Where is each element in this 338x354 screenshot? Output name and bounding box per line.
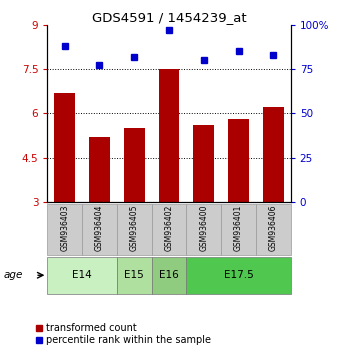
Bar	[47, 204, 82, 255]
Text: E15: E15	[124, 270, 144, 280]
Text: GSM936406: GSM936406	[269, 205, 278, 251]
Bar	[186, 204, 221, 255]
Text: E14: E14	[72, 270, 92, 280]
Text: GSM936403: GSM936403	[60, 205, 69, 251]
Text: age: age	[3, 270, 23, 280]
Text: E17.5: E17.5	[224, 270, 254, 280]
Text: GSM936400: GSM936400	[199, 205, 208, 251]
Bar	[54, 93, 75, 202]
Bar	[47, 257, 117, 294]
Bar	[263, 107, 284, 202]
Bar	[89, 137, 110, 202]
Bar	[82, 204, 117, 255]
Bar	[117, 257, 152, 294]
Bar	[117, 204, 152, 255]
Bar	[256, 204, 291, 255]
Bar	[152, 257, 186, 294]
Bar	[152, 204, 186, 255]
Bar	[221, 204, 256, 255]
Bar	[159, 69, 179, 202]
Text: GSM936402: GSM936402	[165, 205, 173, 251]
Text: GSM936405: GSM936405	[130, 205, 139, 251]
Text: GSM936401: GSM936401	[234, 205, 243, 251]
Bar	[124, 128, 145, 202]
Title: GDS4591 / 1454239_at: GDS4591 / 1454239_at	[92, 11, 246, 24]
Bar	[193, 125, 214, 202]
Legend: transformed count, percentile rank within the sample: transformed count, percentile rank withi…	[32, 319, 215, 349]
Bar	[228, 119, 249, 202]
Text: E16: E16	[159, 270, 179, 280]
Bar	[186, 257, 291, 294]
Text: GSM936404: GSM936404	[95, 205, 104, 251]
